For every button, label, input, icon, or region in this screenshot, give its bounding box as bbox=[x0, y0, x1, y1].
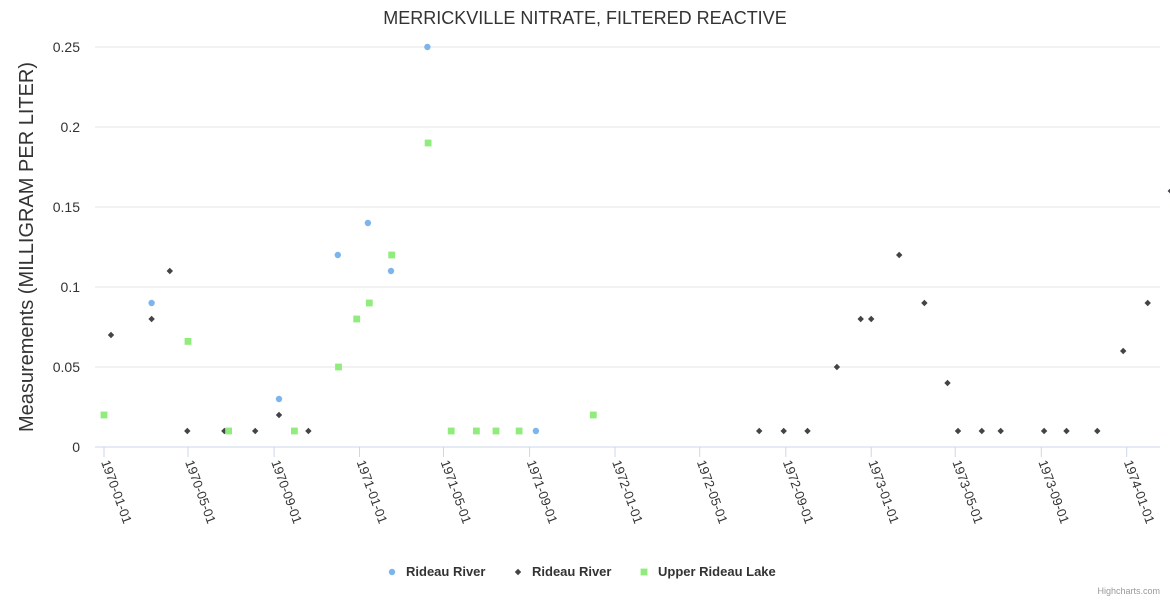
data-point-square[interactable] bbox=[515, 427, 523, 435]
data-point-square[interactable] bbox=[353, 315, 361, 323]
data-point-circle[interactable] bbox=[275, 395, 283, 403]
data-point-diamond[interactable] bbox=[166, 267, 173, 275]
data-point-square[interactable] bbox=[365, 299, 373, 307]
data-point-square[interactable] bbox=[492, 427, 500, 435]
data-point-diamond[interactable] bbox=[184, 427, 191, 435]
y-tick-label: 0.2 bbox=[61, 119, 81, 135]
data-point-diamond[interactable] bbox=[857, 315, 864, 323]
data-point-diamond[interactable] bbox=[1144, 299, 1151, 307]
data-point-diamond[interactable] bbox=[780, 427, 787, 435]
legend-label: Rideau River bbox=[406, 564, 485, 579]
data-point-square[interactable] bbox=[184, 338, 192, 345]
x-tick-label: 1973-09-01 bbox=[1035, 458, 1072, 526]
data-point-square[interactable] bbox=[447, 427, 455, 435]
series-2 bbox=[100, 139, 597, 435]
data-point-diamond[interactable] bbox=[275, 411, 283, 419]
data-point-square[interactable] bbox=[225, 427, 232, 435]
series-1 bbox=[107, 188, 1170, 435]
data-point-diamond[interactable] bbox=[804, 427, 811, 435]
data-point-diamond[interactable] bbox=[252, 427, 259, 435]
legend-label: Upper Rideau Lake bbox=[658, 564, 776, 579]
x-tick-label: 1970-01-01 bbox=[98, 458, 135, 526]
credits-link[interactable]: Highcharts.com bbox=[1097, 586, 1160, 596]
legend-item[interactable]: Rideau River bbox=[388, 564, 486, 579]
data-point-circle[interactable] bbox=[334, 251, 341, 259]
data-point-circle[interactable] bbox=[387, 267, 395, 275]
data-point-square[interactable] bbox=[473, 427, 480, 435]
series-0 bbox=[148, 43, 540, 435]
y-tick-label: 0.15 bbox=[53, 199, 80, 215]
x-tick-label: 1973-05-01 bbox=[949, 458, 986, 526]
data-point-square[interactable] bbox=[388, 251, 396, 259]
data-point-square[interactable] bbox=[589, 411, 597, 419]
x-tick-label: 1971-05-01 bbox=[438, 458, 475, 526]
data-point-diamond[interactable] bbox=[1167, 188, 1170, 194]
data-point-square[interactable] bbox=[100, 411, 108, 419]
legend-item[interactable]: Rideau River bbox=[514, 564, 612, 579]
legend-item[interactable]: Upper Rideau Lake bbox=[640, 564, 776, 579]
data-point-diamond[interactable] bbox=[756, 427, 763, 435]
data-point-square[interactable] bbox=[424, 139, 432, 147]
y-tick-label: 0.25 bbox=[53, 39, 80, 55]
y-tick-label: 0.1 bbox=[61, 279, 81, 295]
x-tick-label: 1974-01-01 bbox=[1121, 458, 1158, 526]
data-point-diamond[interactable] bbox=[1040, 427, 1048, 435]
data-point-diamond[interactable] bbox=[944, 379, 951, 387]
x-tick-label: 1972-01-01 bbox=[609, 458, 646, 526]
x-tick-label: 1971-09-01 bbox=[524, 458, 561, 526]
data-point-square[interactable] bbox=[291, 427, 298, 435]
x-tick-label: 1973-01-01 bbox=[865, 458, 902, 526]
data-point-diamond[interactable] bbox=[148, 315, 155, 323]
y-axis-ticks: 0 0.05 0.1 0.15 0.2 0.25 bbox=[53, 39, 80, 455]
data-point-circle[interactable] bbox=[148, 299, 155, 307]
data-point-circle[interactable] bbox=[364, 219, 372, 227]
data-point-diamond[interactable] bbox=[921, 299, 928, 307]
legend-symbol-square[interactable] bbox=[640, 568, 648, 576]
data-point-diamond[interactable] bbox=[997, 427, 1004, 435]
y-tick-label: 0 bbox=[72, 439, 80, 455]
x-tick-label: 1972-05-01 bbox=[694, 458, 731, 526]
legend: Rideau River Rideau River Upper Rideau Lak… bbox=[388, 564, 776, 579]
data-point-circle[interactable] bbox=[424, 43, 431, 51]
y-tick-label: 0.05 bbox=[53, 359, 80, 375]
data-point-diamond[interactable] bbox=[868, 315, 875, 323]
x-tick-label: 1970-05-01 bbox=[182, 458, 219, 526]
data-point-diamond[interactable] bbox=[896, 251, 903, 259]
data-point-diamond[interactable] bbox=[1063, 427, 1070, 435]
chart-title: MERRICKVILLE NITRATE, FILTERED REACTIVE bbox=[383, 8, 786, 28]
gridlines bbox=[95, 46, 1160, 368]
x-tick-label: 1972-09-01 bbox=[780, 458, 817, 526]
data-point-diamond[interactable] bbox=[1094, 427, 1101, 435]
x-axis: 1970-01-01 1970-05-01 1970-09-01 1971-01-01… bbox=[95, 446, 1160, 526]
x-tick-label: 1970-09-01 bbox=[268, 458, 305, 526]
y-axis-label: Measurements (MILLIGRAM PER LITER) bbox=[16, 62, 38, 432]
data-point-diamond[interactable] bbox=[1120, 347, 1127, 355]
legend-symbol-diamond[interactable] bbox=[514, 568, 522, 576]
plot-area bbox=[100, 43, 1170, 435]
data-point-square[interactable] bbox=[335, 363, 342, 371]
legend-label: Rideau River bbox=[532, 564, 611, 579]
data-point-diamond[interactable] bbox=[954, 427, 962, 435]
legend-symbol-circle[interactable] bbox=[388, 568, 396, 576]
data-point-diamond[interactable] bbox=[305, 427, 312, 435]
data-point-diamond[interactable] bbox=[833, 363, 841, 371]
x-tick-label: 1971-01-01 bbox=[354, 458, 391, 526]
data-point-diamond[interactable] bbox=[107, 331, 115, 339]
data-point-diamond[interactable] bbox=[978, 427, 985, 435]
data-point-circle[interactable] bbox=[532, 427, 540, 435]
